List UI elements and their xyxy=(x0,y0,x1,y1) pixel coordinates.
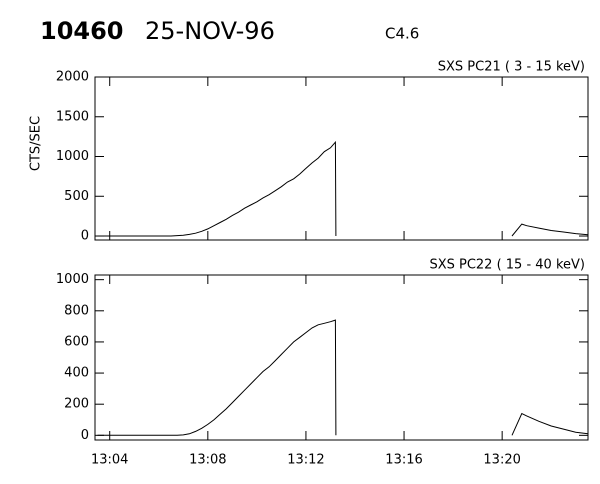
y-tick-label: 2000 xyxy=(56,70,89,85)
flare-class: C4.6 xyxy=(385,25,419,43)
plot-frame xyxy=(94,76,589,241)
x-tick-label: 13:08 xyxy=(189,453,226,468)
y-tick-label: 800 xyxy=(64,303,89,318)
panel-title: SXS PC21 ( 3 - 15 keV) xyxy=(438,60,585,75)
y-tick-label: 500 xyxy=(64,189,89,204)
x-tick-label: 13:04 xyxy=(91,453,128,468)
y-tick-label: 1500 xyxy=(56,109,89,124)
y-tick-label: 0 xyxy=(81,229,89,244)
y-tick-label: 600 xyxy=(64,334,89,349)
event-date: 25-NOV-96 xyxy=(145,17,275,45)
panel-title: SXS PC22 ( 15 - 40 keV) xyxy=(429,258,585,273)
y-tick-label: 1000 xyxy=(56,272,89,287)
y-tick-label: 400 xyxy=(64,366,89,381)
y-tick-label: 1000 xyxy=(56,149,89,164)
data-line xyxy=(97,319,589,436)
x-tick-label: 13:20 xyxy=(483,453,520,468)
event-id: 10460 xyxy=(40,17,124,45)
plot-frame xyxy=(94,274,589,441)
y-tick-label: 200 xyxy=(64,397,89,412)
x-tick-label: 13:12 xyxy=(287,453,324,468)
x-tick-label: 13:16 xyxy=(385,453,422,468)
data-line xyxy=(97,140,589,237)
y-axis-label: CTS/SEC xyxy=(29,116,44,171)
y-tick-label: 0 xyxy=(81,428,89,443)
